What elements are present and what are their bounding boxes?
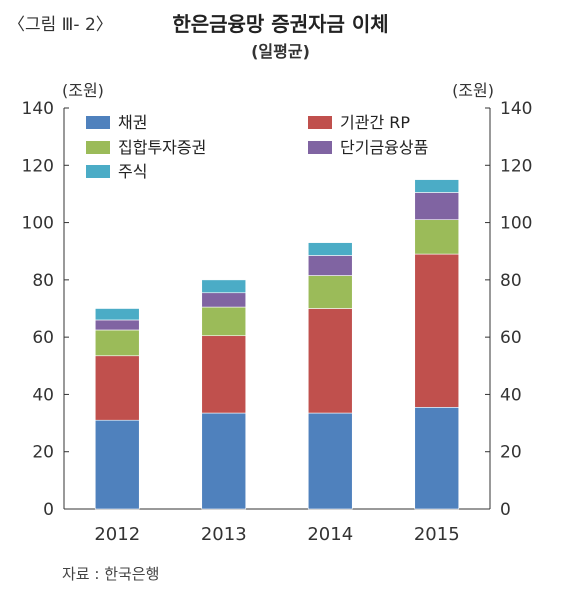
y-tick-label-right: 120 bbox=[500, 156, 532, 176]
legend-swatch bbox=[86, 116, 110, 129]
bar-segment-2015-채권 bbox=[414, 407, 460, 510]
y-tick-label-right: 80 bbox=[500, 271, 522, 291]
bar-segment-2012-기관간 RP bbox=[94, 355, 140, 421]
y-tick-label-left: 80 bbox=[32, 271, 54, 291]
chart-title: 한은금융망 증권자금 이체 bbox=[172, 12, 389, 36]
bar-segment-2013-채권 bbox=[201, 412, 247, 510]
x-tick-label: 2015 bbox=[414, 524, 460, 545]
legend-label: 주식 bbox=[118, 162, 147, 181]
y-tick-label-right: 140 bbox=[500, 99, 532, 119]
bar-segment-2012-집합투자증권 bbox=[94, 329, 140, 357]
bar-segment-2013-주식 bbox=[201, 279, 247, 294]
bar-segment-2015-집합투자증권 bbox=[414, 219, 460, 255]
x-tick-label: 2013 bbox=[201, 524, 247, 545]
legend-swatch bbox=[308, 141, 332, 154]
legend-label: 집합투자증권 bbox=[118, 138, 206, 157]
y-tick-label-left: 120 bbox=[22, 156, 54, 176]
bar-segment-2014-기관간 RP bbox=[307, 308, 353, 414]
y-tick-label-left: 20 bbox=[32, 443, 54, 463]
y-tick-label-right: 60 bbox=[500, 328, 522, 348]
y-tick-label-right: 40 bbox=[500, 385, 522, 405]
legend-swatch bbox=[86, 165, 110, 178]
figure-label: 〈그림 Ⅲ- 2〉 bbox=[8, 15, 113, 35]
legend-swatch bbox=[86, 141, 110, 154]
y-axis-unit-right: (조원) bbox=[452, 81, 494, 100]
y-tick-label-right: 20 bbox=[500, 443, 522, 463]
bar-segment-2013-집합투자증권 bbox=[201, 306, 247, 337]
x-tick-label: 2012 bbox=[94, 524, 140, 545]
bar-segment-2014-단기금융상품 bbox=[307, 255, 353, 276]
legend-label: 기관간 RP bbox=[340, 113, 410, 132]
legend-swatch bbox=[308, 116, 332, 129]
bar-segment-2015-단기금융상품 bbox=[414, 192, 460, 221]
bar-segment-2013-단기금융상품 bbox=[201, 292, 247, 308]
bar-segment-2014-채권 bbox=[307, 412, 353, 510]
y-tick-label-left: 100 bbox=[22, 214, 54, 234]
bar-segment-2015-기관간 RP bbox=[414, 253, 460, 408]
y-tick-label-left: 140 bbox=[22, 99, 54, 119]
legend-label: 단기금융상품 bbox=[340, 138, 428, 157]
chart-subtitle: (일평균) bbox=[251, 42, 310, 61]
bar-segment-2012-단기금융상품 bbox=[94, 319, 140, 331]
legend-label: 채권 bbox=[118, 113, 147, 132]
y-axis-unit-left: (조원) bbox=[62, 81, 104, 100]
y-tick-label-right: 0 bbox=[500, 500, 511, 520]
bar-segment-2014-주식 bbox=[307, 242, 353, 256]
bar-segment-2012-채권 bbox=[94, 419, 140, 510]
y-tick-label-left: 60 bbox=[32, 328, 54, 348]
bar-segment-2014-집합투자증권 bbox=[307, 275, 353, 309]
y-tick-label-right: 100 bbox=[500, 214, 532, 234]
source-note: 자료 : 한국은행 bbox=[62, 565, 160, 583]
y-tick-label-left: 0 bbox=[43, 500, 54, 520]
bar-segment-2012-주식 bbox=[94, 308, 140, 321]
y-tick-label-left: 40 bbox=[32, 385, 54, 405]
bar-segment-2015-주식 bbox=[414, 179, 460, 193]
bar-segment-2013-기관간 RP bbox=[201, 335, 247, 414]
x-tick-label: 2014 bbox=[307, 524, 353, 545]
